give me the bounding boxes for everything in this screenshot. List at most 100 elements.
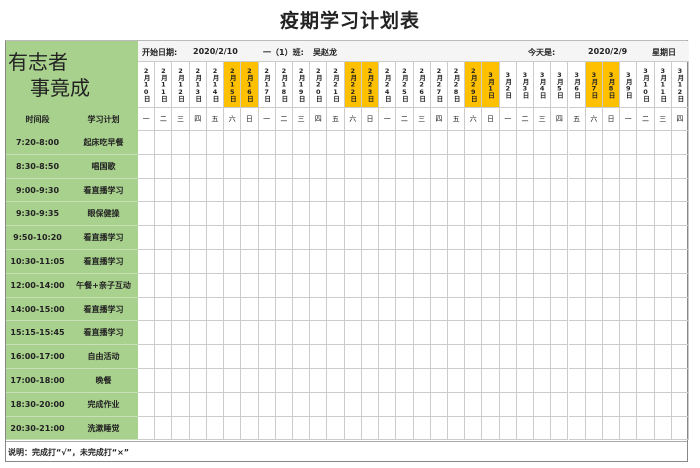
check-cell[interactable]: [327, 393, 344, 417]
start-date[interactable]: 2020/2/10: [193, 47, 238, 56]
check-cell[interactable]: [258, 393, 275, 417]
check-cell[interactable]: [413, 250, 430, 274]
check-cell[interactable]: [654, 369, 671, 393]
check-cell[interactable]: [241, 179, 258, 203]
check-cell[interactable]: [224, 250, 241, 274]
check-cell[interactable]: [396, 369, 413, 393]
check-cell[interactable]: [241, 131, 258, 155]
check-cell[interactable]: [189, 393, 206, 417]
check-cell[interactable]: [138, 226, 155, 250]
check-cell[interactable]: [447, 345, 465, 369]
check-cell[interactable]: [551, 298, 568, 322]
check-cell[interactable]: [482, 345, 499, 369]
check-cell[interactable]: [344, 321, 361, 346]
check-cell[interactable]: [482, 202, 499, 227]
check-cell[interactable]: [327, 321, 344, 346]
check-cell[interactable]: [620, 393, 637, 417]
check-cell[interactable]: [620, 369, 637, 393]
check-cell[interactable]: [327, 250, 344, 274]
check-cell[interactable]: [482, 131, 499, 155]
check-cell[interactable]: [654, 417, 671, 441]
check-cell[interactable]: [258, 131, 275, 155]
check-cell[interactable]: [430, 250, 447, 274]
check-cell[interactable]: [275, 155, 292, 179]
check-cell[interactable]: [206, 202, 224, 227]
check-cell[interactable]: [396, 226, 413, 250]
check-cell[interactable]: [172, 417, 189, 441]
check-cell[interactable]: [275, 179, 292, 203]
check-cell[interactable]: [516, 155, 534, 179]
check-cell[interactable]: [275, 274, 292, 298]
check-cell[interactable]: [379, 202, 396, 227]
check-cell[interactable]: [138, 321, 155, 346]
check-cell[interactable]: [654, 202, 671, 227]
check-cell[interactable]: [258, 250, 275, 274]
check-cell[interactable]: [465, 321, 482, 346]
check-cell[interactable]: [344, 250, 361, 274]
check-cell[interactable]: [344, 393, 361, 417]
check-cell[interactable]: [292, 155, 310, 179]
check-cell[interactable]: [620, 155, 637, 179]
check-cell[interactable]: [430, 131, 447, 155]
check-cell[interactable]: [585, 298, 602, 322]
check-cell[interactable]: [258, 369, 275, 393]
check-cell[interactable]: [602, 321, 620, 346]
check-cell[interactable]: [155, 155, 172, 179]
check-cell[interactable]: [499, 179, 516, 203]
check-cell[interactable]: [327, 179, 344, 203]
check-cell[interactable]: [447, 250, 465, 274]
check-cell[interactable]: [258, 274, 275, 298]
check-cell[interactable]: [189, 202, 206, 227]
check-cell[interactable]: [585, 417, 602, 441]
check-cell[interactable]: [138, 250, 155, 274]
check-cell[interactable]: [413, 155, 430, 179]
check-cell[interactable]: [637, 250, 654, 274]
check-cell[interactable]: [396, 393, 413, 417]
check-cell[interactable]: [551, 274, 568, 298]
check-cell[interactable]: [292, 321, 310, 346]
check-cell[interactable]: [224, 393, 241, 417]
check-cell[interactable]: [361, 393, 379, 417]
check-cell[interactable]: [155, 131, 172, 155]
check-cell[interactable]: [327, 274, 344, 298]
check-cell[interactable]: [224, 345, 241, 369]
check-cell[interactable]: [654, 250, 671, 274]
check-cell[interactable]: [499, 155, 516, 179]
check-cell[interactable]: [292, 393, 310, 417]
check-cell[interactable]: [396, 155, 413, 179]
check-cell[interactable]: [172, 179, 189, 203]
check-cell[interactable]: [447, 202, 465, 227]
check-cell[interactable]: [361, 131, 379, 155]
check-cell[interactable]: [430, 321, 447, 346]
check-cell[interactable]: [620, 250, 637, 274]
check-cell[interactable]: [413, 369, 430, 393]
check-cell[interactable]: [138, 369, 155, 393]
check-cell[interactable]: [310, 131, 327, 155]
check-cell[interactable]: [379, 393, 396, 417]
check-cell[interactable]: [275, 250, 292, 274]
check-cell[interactable]: [292, 345, 310, 369]
check-cell[interactable]: [224, 202, 241, 227]
check-cell[interactable]: [516, 321, 534, 346]
check-cell[interactable]: [602, 298, 620, 322]
check-cell[interactable]: [241, 155, 258, 179]
check-cell[interactable]: [189, 369, 206, 393]
check-cell[interactable]: [568, 321, 585, 346]
check-cell[interactable]: [172, 131, 189, 155]
check-cell[interactable]: [430, 393, 447, 417]
check-cell[interactable]: [292, 417, 310, 441]
check-cell[interactable]: [499, 298, 516, 322]
check-cell[interactable]: [413, 202, 430, 227]
check-cell[interactable]: [516, 298, 534, 322]
check-cell[interactable]: [310, 202, 327, 227]
check-cell[interactable]: [585, 369, 602, 393]
check-cell[interactable]: [361, 179, 379, 203]
check-cell[interactable]: [534, 298, 551, 322]
check-cell[interactable]: [551, 179, 568, 203]
check-cell[interactable]: [551, 417, 568, 441]
check-cell[interactable]: [430, 417, 447, 441]
check-cell[interactable]: [206, 131, 224, 155]
check-cell[interactable]: [379, 298, 396, 322]
check-cell[interactable]: [637, 298, 654, 322]
check-cell[interactable]: [413, 226, 430, 250]
